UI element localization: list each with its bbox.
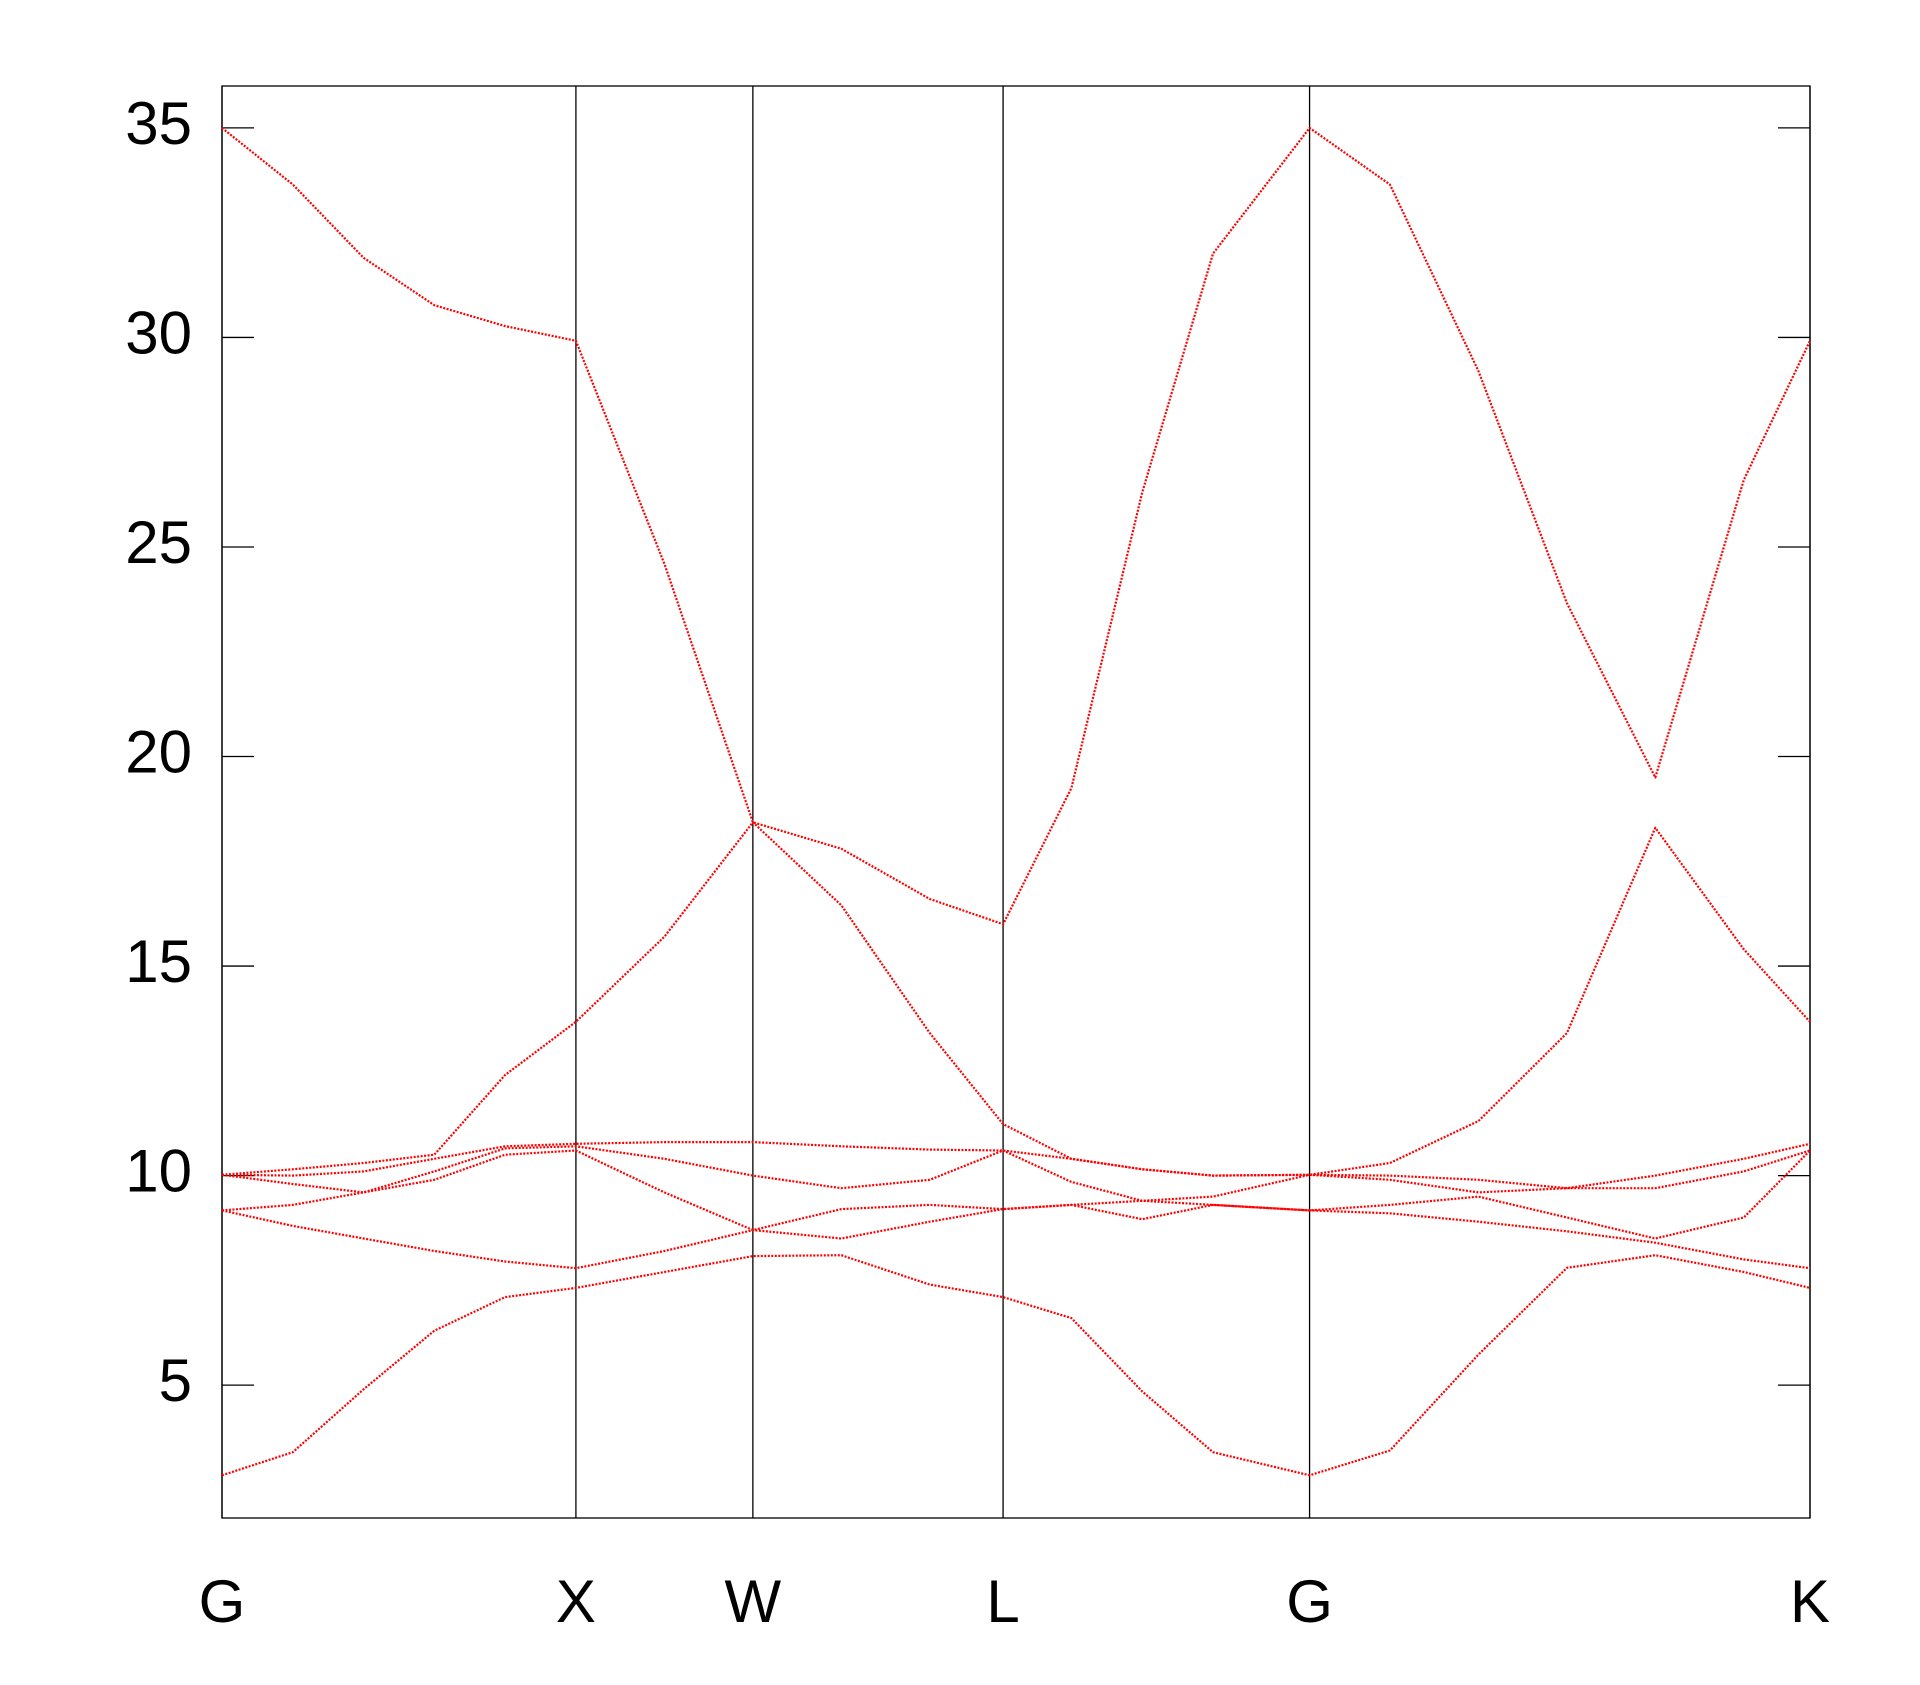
y-tick-label: 35	[125, 90, 192, 157]
x-tick-label: X	[556, 1568, 596, 1635]
band-line	[221, 1149, 1811, 1240]
x-tick-label: K	[1790, 1568, 1830, 1635]
band-line	[221, 1141, 1811, 1190]
x-tick-label: L	[986, 1568, 1019, 1635]
x-tick-label: G	[1286, 1568, 1333, 1635]
y-tick-label: 25	[125, 509, 192, 576]
band-line	[221, 1254, 1811, 1477]
band-line	[221, 126, 1811, 926]
band-line	[221, 1145, 1811, 1202]
y-tick-label: 10	[125, 1137, 192, 1204]
plot-frame	[221, 85, 1811, 1519]
band-line	[221, 821, 1811, 1177]
x-tick-label: G	[199, 1568, 246, 1635]
x-tick-label: W	[725, 1568, 782, 1635]
y-tick-label: 5	[159, 1347, 192, 1414]
y-tick-label: 30	[125, 299, 192, 366]
band-line	[221, 1203, 1811, 1270]
y-tick-label: 20	[125, 718, 192, 785]
y-tick-label: 15	[125, 928, 192, 995]
